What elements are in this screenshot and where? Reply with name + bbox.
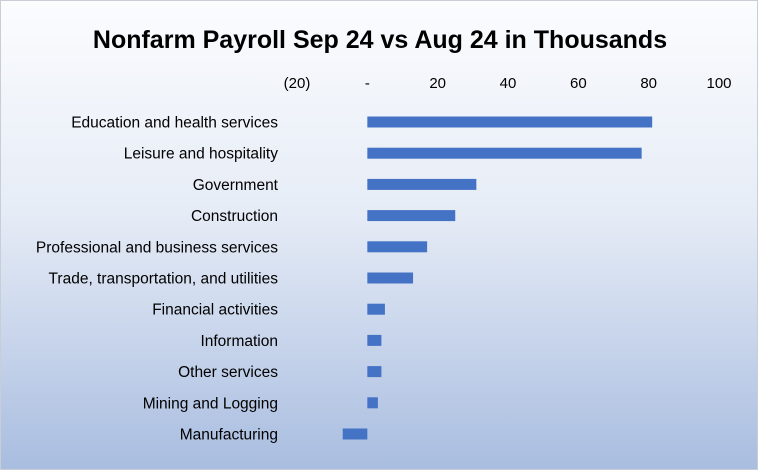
bar [367,272,414,284]
category-label: Education and health services [71,115,278,132]
x-tick-label: - [365,75,370,92]
bars [342,116,653,440]
category-label: Manufacturing [180,427,278,444]
category-label: Information [200,333,278,350]
category-label: Financial activities [152,302,278,319]
bar [367,366,382,378]
category-label: Other services [178,364,278,381]
bar [367,241,428,253]
bar [367,334,382,346]
x-tick-label: (20) [284,75,311,92]
x-axis-ticks: (20) - 20 40 60 80 100 [284,75,732,92]
bar [367,210,456,222]
bar [367,397,378,409]
x-tick-label: 80 [640,75,657,92]
bar [367,116,653,128]
bar [367,178,477,190]
x-tick-label: 40 [500,75,517,92]
category-label: Professional and business services [36,239,278,256]
x-tick-label: 100 [706,75,731,92]
chart-title: Nonfarm Payroll Sep 24 vs Aug 24 in Thou… [93,26,667,54]
bar [342,428,368,440]
x-tick-label: 60 [570,75,587,92]
category-labels: Education and health services Leisure and… [36,115,279,444]
bar [367,147,642,159]
category-label: Leisure and hospitality [124,146,278,163]
bar [367,303,385,315]
category-label: Government [193,177,279,194]
category-label: Mining and Logging [143,395,278,412]
category-label: Trade, transportation, and utilities [49,271,279,288]
category-label: Construction [191,208,278,225]
x-tick-label: 20 [429,75,446,92]
